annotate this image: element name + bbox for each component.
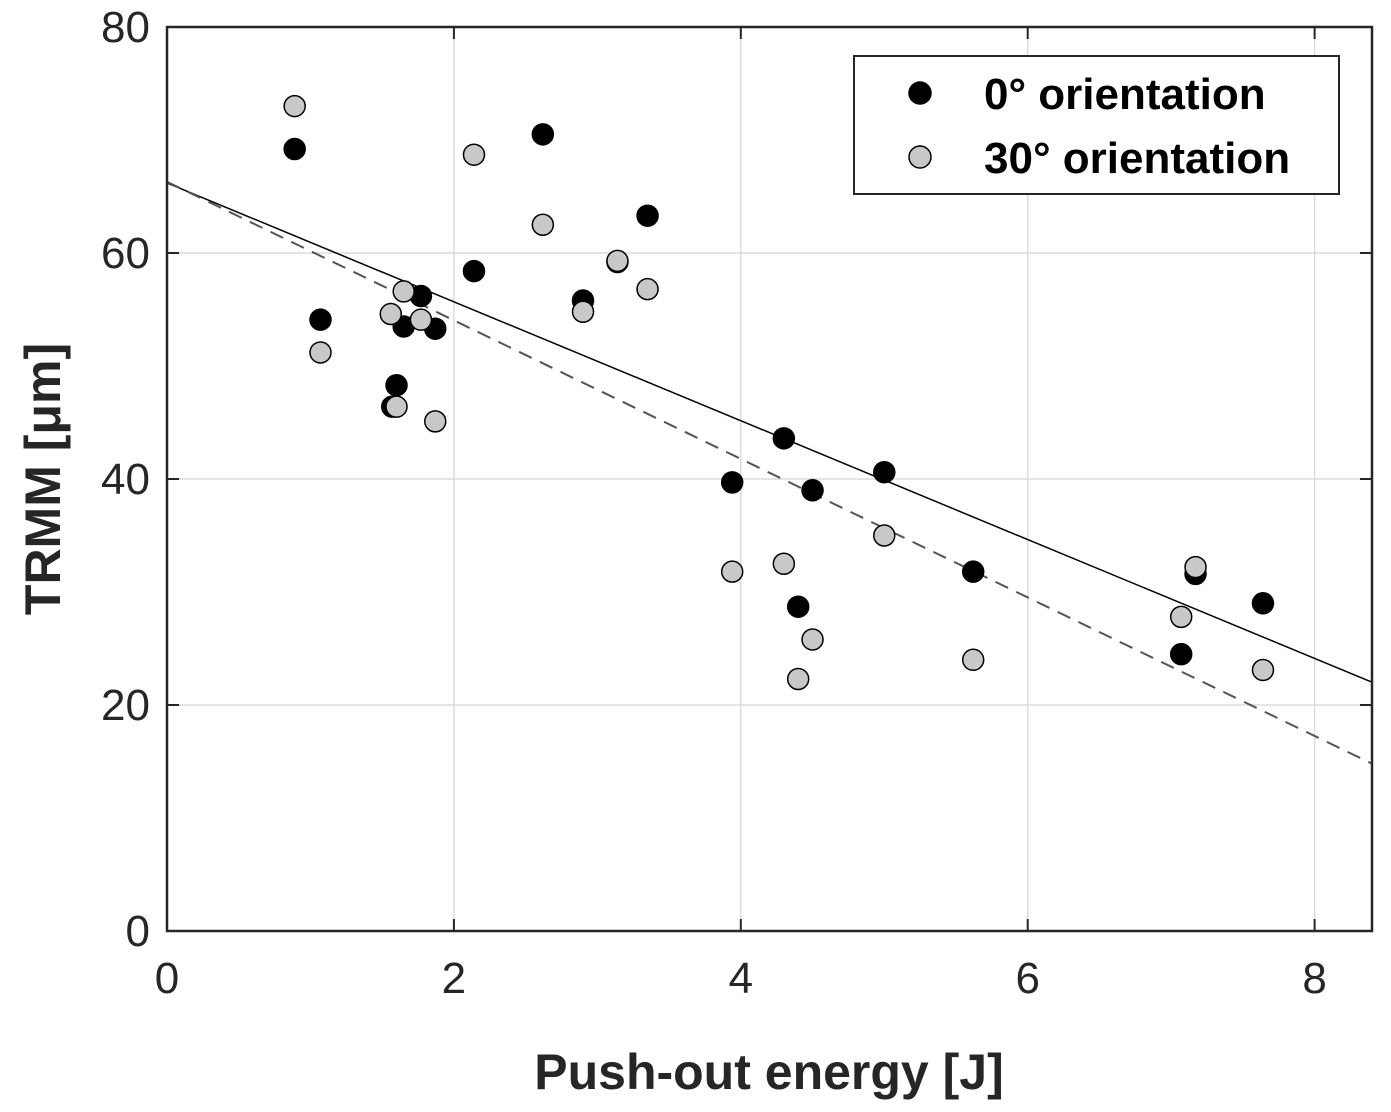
point-0deg: [531, 123, 555, 146]
point-30deg: [961, 648, 985, 672]
axis-ticks: [166, 26, 1372, 932]
point-30deg: [571, 300, 595, 324]
point-0deg: [1251, 592, 1275, 615]
point-30deg: [801, 628, 824, 651]
y-tick-label: 60: [101, 229, 150, 278]
y-tick-label: 40: [101, 455, 150, 504]
point-0deg: [1169, 642, 1193, 666]
point-30deg: [636, 277, 659, 301]
fit-lines: [166, 180, 1373, 765]
point-0deg: [636, 204, 659, 227]
point-30deg: [379, 302, 403, 326]
point-30deg: [606, 249, 629, 273]
legend-label-30deg: 30° orientation: [984, 134, 1290, 183]
point-30deg: [409, 308, 433, 331]
point-30deg: [424, 410, 447, 433]
fit-line-30deg: [166, 180, 1373, 765]
point-30deg: [462, 143, 486, 166]
y-tick-label: 20: [101, 681, 150, 730]
y-axis-title: TRMM [μm]: [15, 343, 71, 615]
point-0deg: [801, 479, 824, 502]
point-30deg: [283, 94, 306, 118]
point-30deg: [385, 395, 408, 418]
point-0deg: [786, 595, 810, 618]
point-30deg: [1169, 605, 1193, 629]
point-30deg: [309, 341, 332, 364]
x-axis-title: Push-out energy [J]: [534, 1044, 1003, 1100]
point-0deg: [961, 560, 985, 583]
y-tick-label: 0: [126, 907, 150, 956]
point-0deg: [385, 373, 408, 397]
point-30deg: [392, 280, 415, 303]
point-0deg: [309, 308, 332, 331]
point-0deg: [720, 471, 744, 494]
legend: 0° orientation 30° orientation: [853, 55, 1340, 195]
point-30deg: [1251, 658, 1275, 682]
point-30deg: [720, 560, 744, 583]
x-tick-label: 2: [442, 954, 466, 1003]
y-tick-label: 80: [101, 3, 150, 52]
x-tick-label: 4: [729, 954, 753, 1003]
x-tick-label: 8: [1302, 954, 1326, 1003]
data-markers: [283, 94, 1275, 691]
point-30deg: [786, 667, 810, 691]
legend-marker-0deg: [908, 81, 932, 105]
point-0deg: [283, 137, 306, 161]
x-tick-label: 6: [1015, 954, 1039, 1003]
point-30deg: [531, 213, 555, 236]
point-0deg: [462, 259, 486, 283]
x-tick-label: 0: [155, 954, 179, 1003]
point-30deg: [873, 524, 896, 547]
legend-label-0deg: 0° orientation: [984, 70, 1266, 119]
point-30deg: [1184, 555, 1207, 579]
point-30deg: [772, 552, 796, 575]
legend-box: [853, 55, 1340, 195]
legend-marker-30deg: [908, 145, 932, 169]
fit-line-0deg: [166, 182, 1373, 683]
point-0deg: [772, 427, 796, 450]
point-0deg: [873, 460, 896, 484]
